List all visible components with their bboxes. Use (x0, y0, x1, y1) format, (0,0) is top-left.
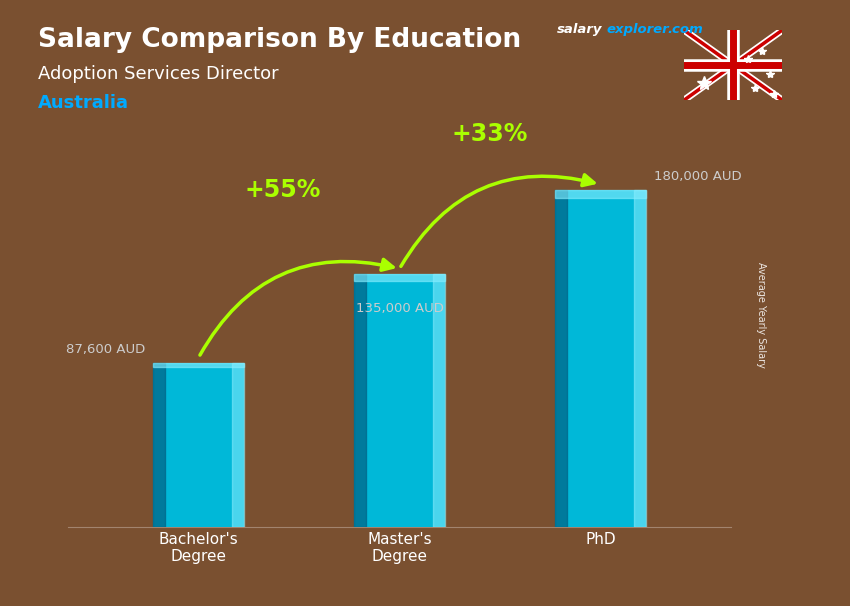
Polygon shape (153, 363, 244, 367)
Bar (354, 275, 445, 527)
Polygon shape (634, 190, 646, 527)
Text: 87,600 AUD: 87,600 AUD (66, 342, 145, 356)
Text: +55%: +55% (245, 178, 321, 202)
Polygon shape (232, 363, 244, 527)
Polygon shape (555, 190, 567, 527)
Text: explorer: explorer (606, 23, 669, 36)
Text: .com: .com (667, 23, 703, 36)
Polygon shape (153, 363, 165, 527)
Text: Average Yearly Salary: Average Yearly Salary (756, 262, 766, 368)
Text: Adoption Services Director: Adoption Services Director (38, 65, 279, 83)
Text: Salary Comparison By Education: Salary Comparison By Education (38, 27, 521, 53)
Bar (153, 363, 244, 527)
Text: 135,000 AUD: 135,000 AUD (355, 302, 444, 316)
Text: salary: salary (557, 23, 603, 36)
Polygon shape (433, 275, 445, 527)
Polygon shape (354, 275, 445, 281)
Bar (555, 190, 646, 527)
Text: Australia: Australia (38, 94, 129, 112)
Text: 180,000 AUD: 180,000 AUD (654, 170, 741, 182)
Polygon shape (354, 275, 366, 527)
Text: +33%: +33% (451, 122, 528, 146)
Polygon shape (555, 190, 646, 199)
